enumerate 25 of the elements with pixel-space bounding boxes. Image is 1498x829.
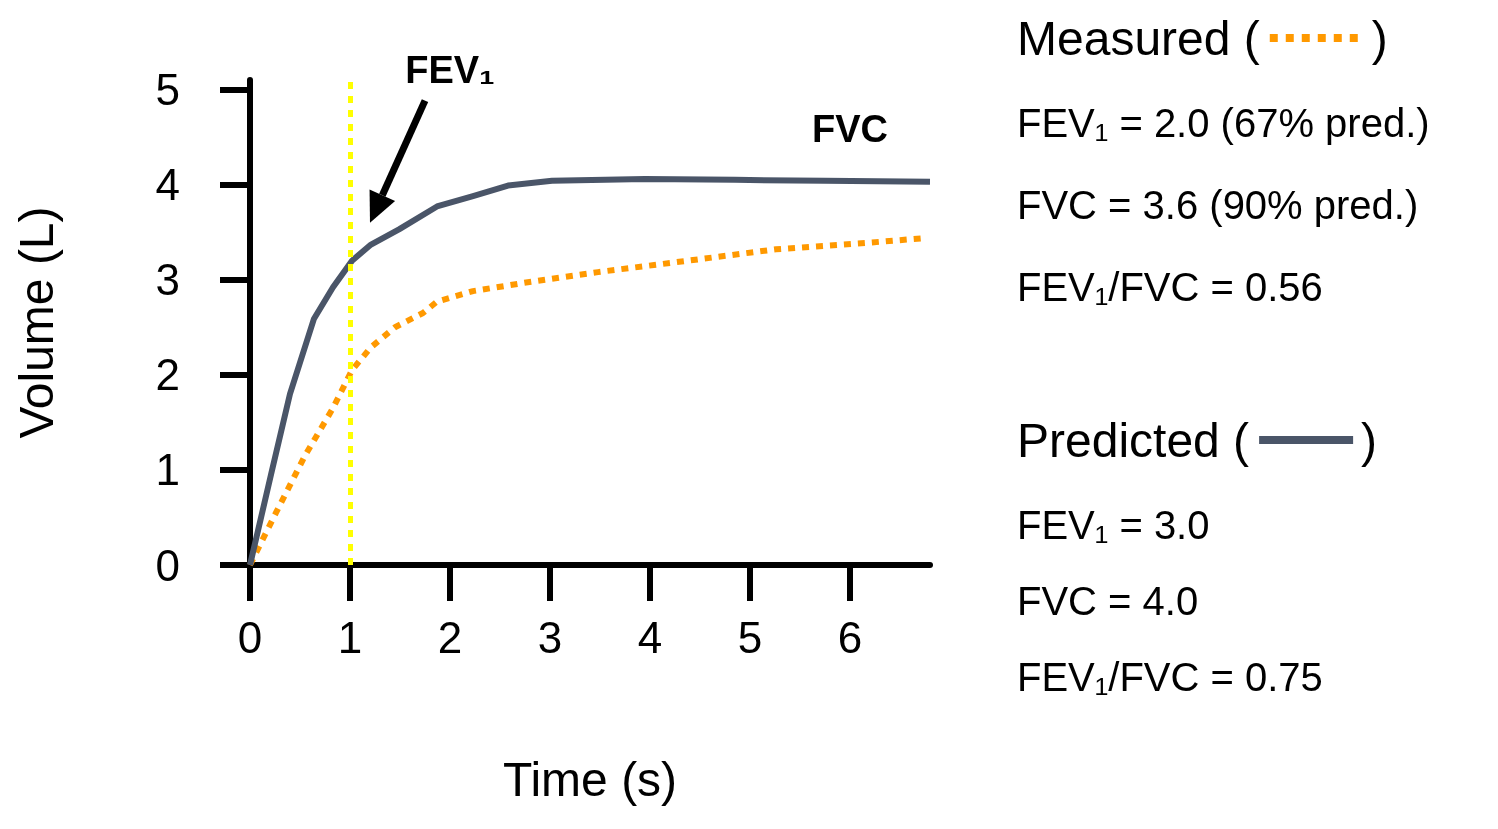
x-tick-label: 1 — [337, 612, 363, 662]
text: FVC = 3.6 (90% pred.) — [1017, 183, 1419, 227]
y-axis-title: Volume (L) — [9, 206, 63, 439]
y-tick-label: 3 — [155, 255, 180, 305]
text: FEV₁ = 2.0 (67% pred.) — [1017, 101, 1430, 145]
x-axis-title: Time (s) — [502, 752, 678, 806]
y-tick-label: 4 — [155, 160, 180, 210]
text: FEV₁/FVC = 0.75 — [1017, 655, 1323, 699]
text: FVC = 4.0 — [1017, 579, 1199, 623]
x-tick-label: 6 — [837, 612, 863, 662]
x-tick-label: 5 — [737, 612, 763, 662]
x-tick-label: 0 — [237, 612, 263, 662]
y-tick-label: 0 — [155, 540, 180, 590]
text: FEV₁/FVC = 0.56 — [1017, 265, 1323, 309]
text: Measured ( ) — [1017, 12, 1388, 65]
x-tick-label: 4 — [637, 612, 663, 662]
y-tick-label: 2 — [155, 350, 180, 400]
x-tick-label: 3 — [537, 612, 563, 662]
x-tick-label: 2 — [437, 612, 463, 662]
y-tick-label: 1 — [155, 445, 180, 495]
text: FEV₁ = 3.0 — [1017, 503, 1210, 547]
y-tick-label: 5 — [155, 65, 180, 115]
annotation: FEV₁ — [405, 48, 495, 91]
text: Predicted ( ) — [1017, 414, 1378, 467]
annotation: FVC — [812, 107, 888, 150]
